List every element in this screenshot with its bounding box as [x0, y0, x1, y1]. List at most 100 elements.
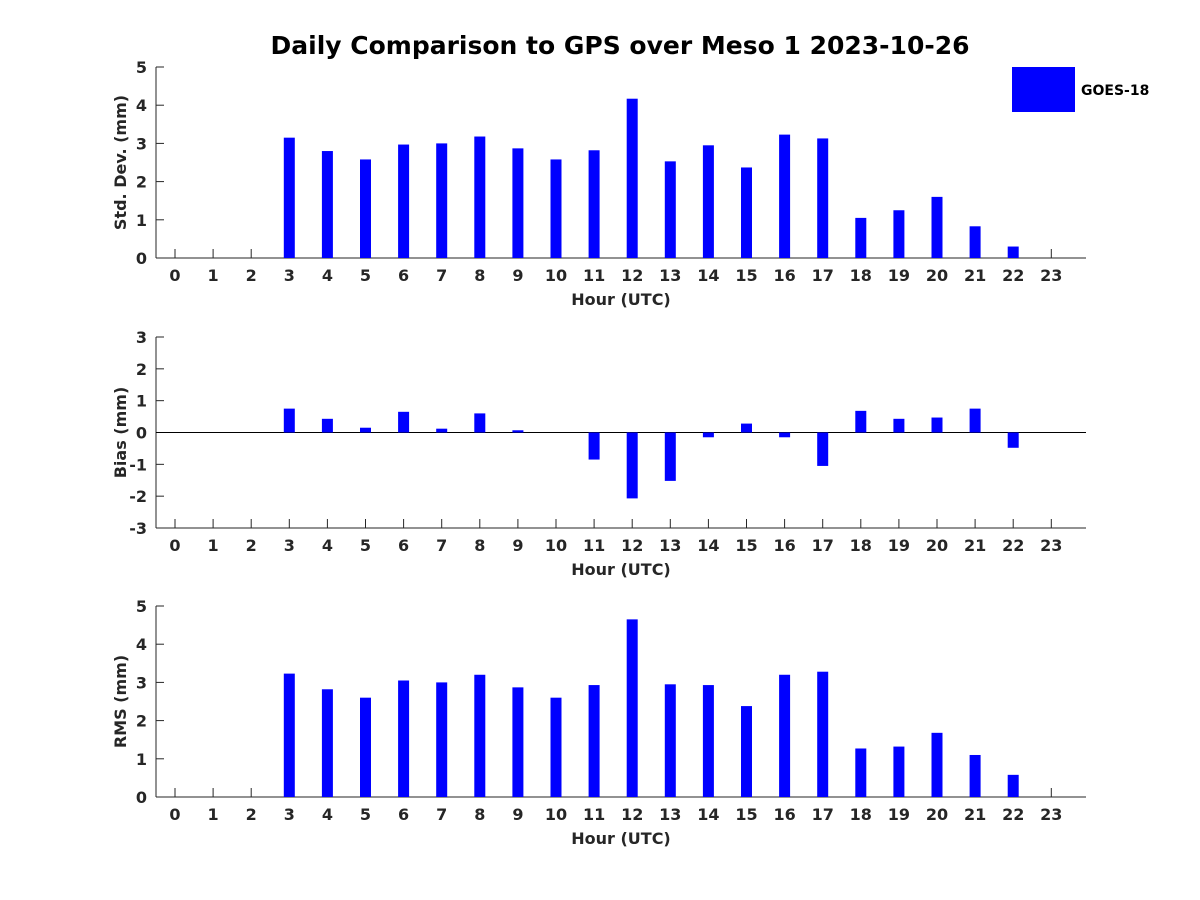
- std-y-tick-label: 4: [136, 96, 147, 115]
- bias-x-tick-label: 17: [812, 536, 834, 555]
- bias-y-tick-label: -1: [129, 455, 147, 474]
- std-bar: [741, 167, 752, 258]
- bias-x-tick-label: 11: [583, 536, 605, 555]
- chart-title: Daily Comparison to GPS over Meso 1 2023…: [271, 31, 970, 60]
- rms-bar: [283, 673, 295, 797]
- std-bar: [550, 159, 562, 258]
- rms-x-tick-label: 12: [621, 805, 643, 824]
- bias-x-tick-label: 10: [545, 536, 567, 555]
- std-x-tick-label: 21: [964, 266, 986, 285]
- bias-bar: [779, 432, 791, 438]
- rms-bar: [360, 697, 371, 797]
- std-bar: [779, 134, 791, 258]
- bias-y-tick-label: 1: [136, 392, 147, 411]
- std-x-tick-label: 8: [474, 266, 485, 285]
- std-bar: [588, 150, 600, 258]
- bias-bar: [360, 427, 371, 433]
- bias-x-tick-label: 21: [964, 536, 986, 555]
- bias-x-tick-label: 19: [888, 536, 910, 555]
- bias-y-label: Bias (mm): [111, 387, 130, 479]
- bias-x-tick-label: 5: [360, 536, 371, 555]
- rms-x-tick-label: 1: [208, 805, 219, 824]
- rms-bar: [512, 687, 524, 797]
- std-x-tick-label: 4: [322, 266, 333, 285]
- rms-y-tick-label: 1: [136, 750, 147, 769]
- std-x-tick-label: 22: [1002, 266, 1024, 285]
- rms-x-label: Hour (UTC): [571, 829, 671, 848]
- bias-bar: [1007, 432, 1019, 448]
- rms-y-tick-label: 5: [136, 597, 147, 616]
- bias-y-tick-label: 2: [136, 360, 147, 379]
- rms-x-tick-label: 14: [697, 805, 719, 824]
- bias-bar: [474, 413, 486, 433]
- bias-x-tick-label: 3: [284, 536, 295, 555]
- bias-bar: [512, 430, 524, 433]
- std-bar: [360, 159, 371, 258]
- bias-bar: [893, 418, 905, 433]
- std-x-tick-label: 14: [697, 266, 719, 285]
- rms-x-tick-label: 13: [659, 805, 681, 824]
- rms-bar: [779, 674, 791, 797]
- rms-x-tick-label: 7: [436, 805, 447, 824]
- std-bar: [512, 148, 524, 258]
- rms-y-tick-label: 0: [136, 788, 147, 807]
- std-bar: [283, 137, 295, 258]
- rms-bar: [893, 746, 905, 797]
- bias-bar: [702, 432, 714, 438]
- bias-x-tick-label: 2: [246, 536, 257, 555]
- bias-bar: [283, 408, 295, 433]
- std-x-tick-label: 13: [659, 266, 681, 285]
- rms-bar: [1007, 774, 1019, 797]
- bias-x-tick-label: 14: [697, 536, 719, 555]
- rms-x-tick-label: 5: [360, 805, 371, 824]
- std-x-tick-label: 6: [398, 266, 409, 285]
- std-x-tick-label: 0: [169, 266, 180, 285]
- rms-x-tick-label: 19: [888, 805, 910, 824]
- rms-bar: [588, 685, 600, 797]
- std-bar: [817, 138, 829, 258]
- bias-y-tick-label: -3: [129, 519, 147, 538]
- rms-bar: [550, 697, 562, 797]
- bias-x-tick-label: 23: [1040, 536, 1062, 555]
- bias-bar: [664, 432, 676, 481]
- rms-x-tick-label: 18: [850, 805, 872, 824]
- std-bar: [321, 151, 333, 258]
- rms-x-tick-label: 20: [926, 805, 948, 824]
- std-x-tick-label: 11: [583, 266, 605, 285]
- std-y-tick-label: 2: [136, 173, 147, 192]
- bias-x-tick-label: 4: [322, 536, 333, 555]
- std-x-tick-label: 2: [246, 266, 257, 285]
- std-y-tick-label: 3: [136, 134, 147, 153]
- std-x-tick-label: 18: [850, 266, 872, 285]
- bias-x-tick-label: 13: [659, 536, 681, 555]
- std-bar: [474, 136, 486, 258]
- std-x-tick-label: 5: [360, 266, 371, 285]
- std-x-tick-label: 1: [208, 266, 219, 285]
- rms-bar: [436, 682, 448, 797]
- rms-x-tick-label: 6: [398, 805, 409, 824]
- bias-bar: [321, 418, 333, 433]
- bias-x-tick-label: 20: [926, 536, 948, 555]
- std-y-tick-label: 5: [136, 58, 147, 77]
- bias-x-tick-label: 0: [169, 536, 180, 555]
- bias-y-tick-label: 0: [136, 424, 147, 443]
- rms-bar: [702, 685, 714, 797]
- bias-x-tick-label: 22: [1002, 536, 1024, 555]
- rms-x-tick-label: 11: [583, 805, 605, 824]
- rms-bar: [969, 754, 981, 797]
- rms-bar: [398, 680, 410, 797]
- rms-x-tick-label: 9: [512, 805, 523, 824]
- bias-bar: [588, 432, 600, 460]
- std-bar: [931, 196, 943, 258]
- bias-x-tick-label: 8: [474, 536, 485, 555]
- bias-bar: [626, 432, 638, 499]
- rms-x-tick-label: 21: [964, 805, 986, 824]
- bias-bar: [931, 417, 943, 433]
- std-x-tick-label: 23: [1040, 266, 1062, 285]
- rms-bar: [626, 619, 638, 797]
- std-bar: [626, 98, 638, 259]
- bias-y-tick-label: -2: [129, 487, 147, 506]
- rms-x-tick-label: 23: [1040, 805, 1062, 824]
